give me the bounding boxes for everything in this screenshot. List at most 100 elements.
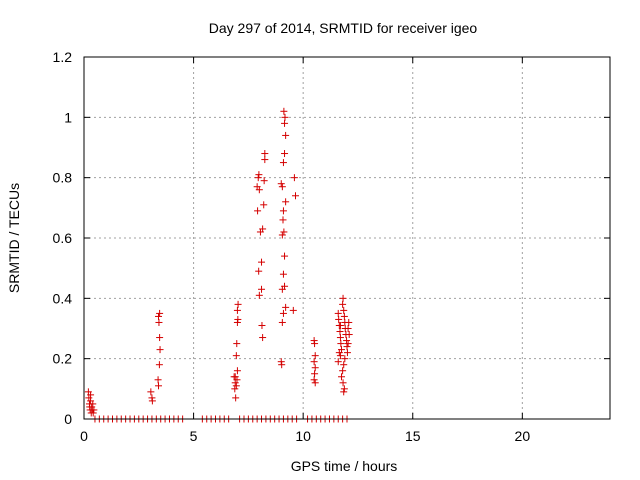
data-point xyxy=(260,201,268,209)
data-point xyxy=(259,334,267,342)
data-point xyxy=(334,358,342,366)
data-point xyxy=(155,382,163,390)
data-point xyxy=(290,174,298,182)
data-point xyxy=(282,198,290,206)
data-point xyxy=(85,394,93,402)
data-point xyxy=(258,285,266,293)
data-point xyxy=(281,150,289,158)
data-point xyxy=(86,403,94,411)
data-point xyxy=(148,397,156,405)
data-point xyxy=(258,321,266,329)
data-point xyxy=(278,361,286,369)
data-point xyxy=(344,325,352,332)
data-point xyxy=(335,349,343,357)
data-point xyxy=(340,312,348,320)
data-point xyxy=(232,352,240,360)
data-point xyxy=(336,321,344,329)
data-point xyxy=(154,376,162,384)
data-point xyxy=(336,352,344,360)
data-point xyxy=(338,373,346,381)
data-point xyxy=(156,346,164,354)
data-point xyxy=(340,361,348,369)
data-point xyxy=(277,180,285,188)
data-point xyxy=(147,388,155,396)
data-point xyxy=(341,355,349,363)
data-point xyxy=(281,119,289,127)
data-point xyxy=(233,340,241,348)
data-point xyxy=(310,358,318,366)
axis-ticks: 0 5 10 15 20 0 0.2 0.4 0.6 0.8 1 1.2 xyxy=(53,49,610,444)
x-tick-label: 0 xyxy=(80,428,88,444)
data-point xyxy=(335,315,343,323)
data-point xyxy=(291,192,299,200)
data-point xyxy=(156,334,164,342)
data-point xyxy=(233,306,241,314)
data-point xyxy=(261,150,269,158)
data-point xyxy=(155,318,163,326)
data-point xyxy=(280,228,288,236)
data-points xyxy=(84,107,353,423)
data-point xyxy=(339,294,347,302)
data-point xyxy=(231,379,239,387)
data-point xyxy=(234,300,242,308)
data-point xyxy=(281,113,289,121)
data-point xyxy=(254,174,262,182)
data-point xyxy=(343,349,351,357)
data-point xyxy=(340,306,348,314)
data-point xyxy=(336,328,344,336)
data-point xyxy=(311,370,319,378)
data-point xyxy=(278,183,286,191)
data-point xyxy=(289,306,297,314)
y-tick-label: 1.2 xyxy=(53,49,73,65)
data-point xyxy=(336,334,344,342)
grid xyxy=(84,57,610,419)
data-point xyxy=(280,107,288,115)
data-point xyxy=(233,376,241,384)
data-point xyxy=(255,171,263,179)
data-point xyxy=(259,225,267,233)
data-point xyxy=(156,309,164,317)
data-point xyxy=(278,318,286,326)
chart-title: Day 297 of 2014, SRMTID for receiver ige… xyxy=(209,20,478,36)
data-point xyxy=(90,406,98,414)
data-point xyxy=(282,131,290,139)
data-point xyxy=(87,391,95,399)
data-point xyxy=(231,373,239,381)
data-point xyxy=(345,331,353,339)
data-point xyxy=(279,216,287,224)
data-point xyxy=(311,340,319,348)
data-point xyxy=(340,388,348,396)
data-point xyxy=(260,177,268,185)
data-point xyxy=(254,207,262,215)
x-tick-label: 15 xyxy=(405,428,421,444)
data-point xyxy=(232,394,240,402)
data-point xyxy=(311,352,319,360)
data-point xyxy=(311,379,319,387)
data-point xyxy=(344,340,352,348)
data-point xyxy=(337,340,345,348)
x-axis-label: GPS time / hours xyxy=(291,458,398,474)
data-point xyxy=(340,385,348,393)
data-point xyxy=(234,315,242,323)
data-point xyxy=(281,252,289,260)
data-point xyxy=(255,267,263,275)
data-point xyxy=(339,379,347,387)
data-point xyxy=(279,270,287,278)
y-tick-label: 0.6 xyxy=(53,230,73,246)
data-point xyxy=(232,382,240,390)
data-point xyxy=(255,186,263,194)
data-point xyxy=(343,337,351,345)
data-point xyxy=(233,367,241,375)
y-tick-label: 0 xyxy=(64,411,72,427)
data-point xyxy=(310,376,318,384)
data-point xyxy=(255,291,263,299)
data-point xyxy=(261,156,269,164)
data-point xyxy=(258,258,266,266)
y-tick-label: 0.2 xyxy=(53,351,73,367)
y-tick-label: 1 xyxy=(64,109,72,125)
data-point xyxy=(231,385,239,393)
data-point xyxy=(281,282,289,290)
data-point xyxy=(89,409,97,417)
